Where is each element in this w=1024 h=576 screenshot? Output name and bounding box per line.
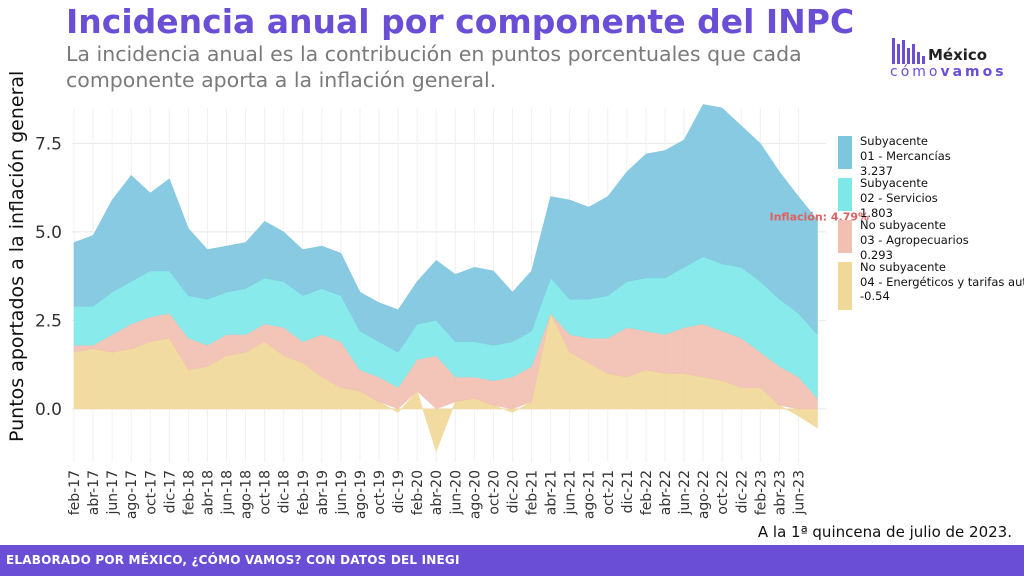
- footer-bar: ELABORADO POR MÉXICO, ¿CÓMO VAMOS? CON D…: [0, 545, 1024, 576]
- mexico-como-vamos-logo: México cómovamos: [890, 22, 1015, 82]
- footer-credit: ELABORADO POR MÉXICO, ¿CÓMO VAMOS? CON D…: [6, 553, 460, 567]
- x-tick-label: oct-20: [486, 470, 502, 515]
- x-tick-label: abr-20: [429, 470, 445, 515]
- logo-text-mexico: México: [928, 46, 988, 64]
- x-tick-label: oct-21: [601, 470, 617, 515]
- x-tick-label: ago-22: [696, 470, 712, 519]
- x-tick-label: ago-17: [124, 470, 140, 519]
- legend-item-mercancias: Subyacente 01 - Mercancías 3.237: [838, 134, 1018, 194]
- x-tick-label: jun-23: [791, 470, 807, 516]
- date-note: A la 1ª quincena de julio de 2023.: [757, 523, 1012, 541]
- area-merc: [73, 104, 818, 353]
- x-tick-label: dic-18: [277, 470, 293, 513]
- x-tick-label: oct-22: [715, 470, 731, 515]
- chart-title: Incidencia anual por componente del INPC: [66, 2, 855, 41]
- legend-swatch-agropecuarios: [838, 220, 852, 253]
- x-tick-label: abr-17: [86, 470, 102, 515]
- x-tick-label: dic-20: [505, 470, 521, 513]
- y-tick-label: 7.5: [35, 134, 62, 154]
- legend-item-energeticos: No subyacente 04 - Energéticos y tarifas …: [838, 260, 1024, 320]
- x-tick-label: jun-17: [105, 470, 121, 516]
- x-tick-label: abr-18: [200, 470, 216, 515]
- legend-item-servicios: Subyacente 02 - Servicios 1.803: [838, 176, 1018, 236]
- x-tick-label: abr-22: [658, 470, 674, 515]
- x-tick-label: ago-21: [582, 470, 598, 519]
- x-tick-label: jun-20: [448, 470, 464, 516]
- x-tick-label: ago-19: [353, 470, 369, 519]
- x-tick-label: feb-18: [181, 470, 197, 515]
- x-tick-label: jun-21: [563, 470, 579, 516]
- legend-item-agropecuarios: No subyacente 03 - Agropecuarios 0.293: [838, 218, 1018, 278]
- x-tick-label: dic-22: [734, 470, 750, 513]
- x-tick-label: feb-17: [67, 470, 83, 515]
- x-tick-label: abr-19: [315, 470, 331, 515]
- x-tick-label: oct-18: [258, 470, 274, 515]
- logo-text-como-vamos: cómovamos: [890, 64, 1007, 80]
- x-tick-label: dic-21: [620, 470, 636, 513]
- y-tick-label: 2.5: [35, 311, 62, 331]
- logo-bars-icon: [890, 24, 930, 64]
- x-tick-label: dic-17: [162, 470, 178, 513]
- x-tick-label: ago-18: [239, 470, 255, 519]
- x-tick-label: feb-23: [753, 470, 769, 515]
- chart-subtitle: La incidencia anual es la contribución e…: [66, 42, 802, 92]
- x-tick-label: feb-19: [296, 470, 312, 515]
- legend: Subyacente 01 - Mercancías 3.237 Subyacent…: [838, 134, 1024, 320]
- legend-swatch-energeticos: [838, 262, 852, 310]
- x-tick-label: feb-20: [410, 470, 426, 515]
- x-tick-label: jun-19: [334, 470, 350, 516]
- y-tick-label: 0.0: [35, 400, 62, 420]
- x-tick-label: abr-23: [772, 470, 788, 515]
- legend-swatch-mercancias: [838, 136, 852, 169]
- legend-swatch-servicios: [838, 178, 852, 211]
- x-tick-label: feb-22: [639, 470, 655, 515]
- x-tick-label: ago-20: [467, 470, 483, 519]
- x-tick-label: dic-19: [391, 470, 407, 513]
- x-tick-label: jun-18: [220, 470, 236, 516]
- x-tick-label: feb-21: [525, 470, 541, 515]
- y-tick-label: 5.0: [35, 223, 62, 243]
- x-tick-label: jun-22: [677, 470, 693, 516]
- x-tick-label: oct-19: [372, 470, 388, 515]
- x-tick-label: abr-21: [544, 470, 560, 515]
- x-tick-label: oct-17: [143, 470, 159, 515]
